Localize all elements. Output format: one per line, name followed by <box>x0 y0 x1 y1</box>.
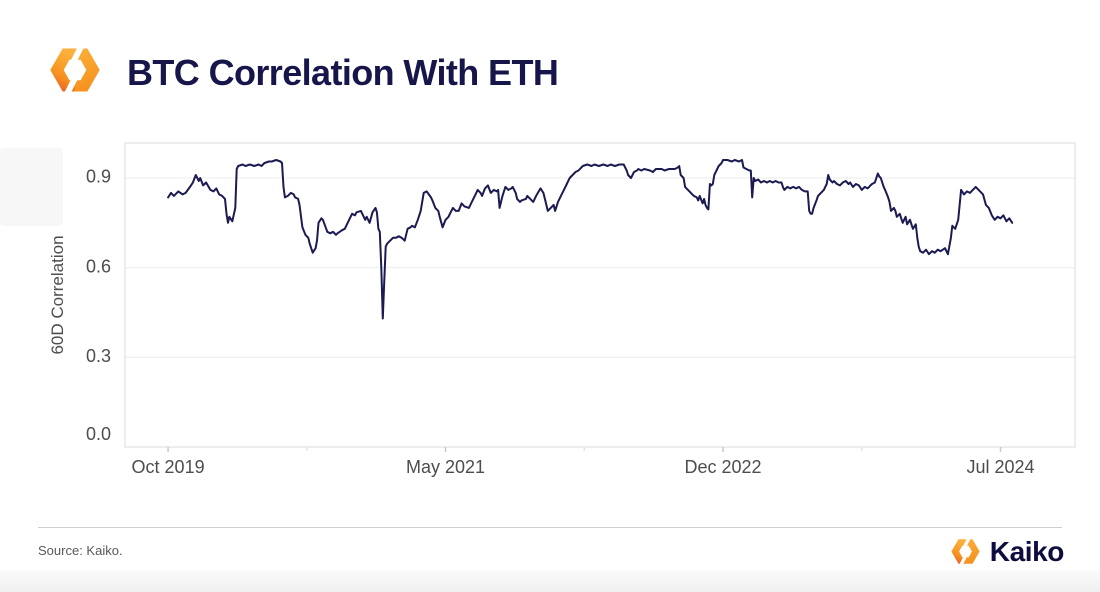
y-tick-label: 0.6 <box>86 256 111 276</box>
source-note: Source: Kaiko. <box>38 543 123 558</box>
kaiko-hexagon-mark <box>50 41 100 98</box>
y-tick-label: 0.0 <box>86 424 111 444</box>
y-axis-title: 60D Correlation <box>48 235 67 354</box>
y-tick-label: 0.3 <box>86 346 111 366</box>
brand-name: Kaiko <box>989 535 1065 567</box>
footer-divider <box>38 527 1062 528</box>
kaiko-footer-logo-icon <box>950 535 981 568</box>
kaiko-hexagon-mark <box>951 535 980 568</box>
correlation-line-chart: 0.0 0.3 0.6 0.9 60D Correlation Oct 2019 May 2… <box>0 130 1100 502</box>
x-tick-label: May 2021 <box>406 457 485 477</box>
kaiko-logo-icon <box>48 41 102 99</box>
x-tick-label: Oct 2019 <box>132 457 205 477</box>
x-tick-label: Jul 2024 <box>966 457 1034 477</box>
plot-border <box>124 142 1076 448</box>
correlation-line <box>167 159 1014 320</box>
page-title: BTC Correlation With ETH <box>127 52 559 93</box>
y-tick-label: 0.9 <box>86 167 111 187</box>
brand-footer: Kaiko <box>950 535 1064 568</box>
x-tick-label: Dec 2022 <box>685 457 762 477</box>
bottom-band <box>0 570 1100 592</box>
watermark-block <box>0 148 63 226</box>
